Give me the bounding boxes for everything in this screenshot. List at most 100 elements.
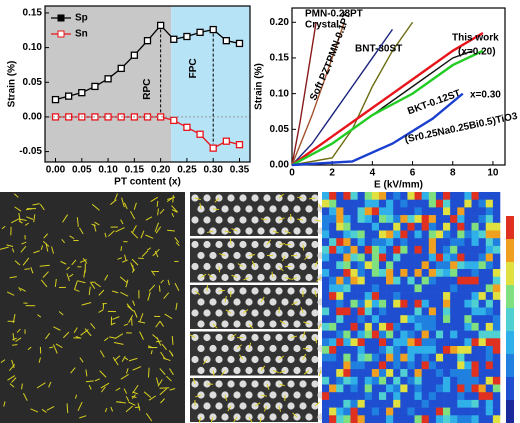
cell (400, 315, 408, 324)
point (222, 137, 230, 145)
cell (471, 199, 479, 208)
arrow (115, 227, 125, 233)
cell (364, 307, 373, 316)
cell (478, 292, 487, 301)
cell (457, 299, 465, 308)
cell (336, 384, 344, 393)
cell (478, 299, 487, 308)
cell (371, 415, 380, 423)
arrow (194, 290, 201, 296)
cell (464, 230, 472, 239)
cell (443, 207, 451, 216)
arrow (66, 273, 70, 282)
cell (350, 353, 358, 362)
x-tick-label: 6 (410, 168, 416, 179)
y-tick-label: 0.15 (23, 8, 43, 19)
cell (393, 261, 401, 270)
atom (203, 240, 211, 249)
arrow (168, 350, 174, 356)
cell (371, 315, 380, 324)
cell (350, 399, 358, 408)
cell (364, 207, 373, 216)
cell (485, 276, 494, 285)
cell (421, 415, 430, 423)
arrow (10, 217, 20, 224)
atom (221, 413, 229, 421)
arrow (75, 335, 82, 339)
cell (400, 292, 408, 301)
cell (492, 369, 501, 378)
cell (435, 407, 444, 416)
cell (322, 346, 330, 354)
arrow (18, 220, 23, 224)
point (91, 82, 99, 91)
arrow (200, 273, 207, 278)
cell (400, 238, 408, 247)
cell (471, 207, 479, 216)
cell (435, 315, 444, 324)
x-tick-label: 0.05 (72, 165, 92, 176)
arrow (6, 244, 14, 248)
cell (457, 215, 465, 224)
cell (478, 315, 487, 324)
atom (281, 413, 289, 421)
cell (336, 376, 344, 385)
cell (471, 192, 479, 200)
arrow (192, 378, 196, 385)
arrow (167, 196, 176, 200)
arrow (114, 193, 118, 201)
cell (428, 392, 437, 401)
cell (407, 238, 415, 247)
cell (450, 207, 458, 216)
cell (371, 361, 380, 370)
atom (257, 320, 265, 328)
arrow (74, 281, 78, 290)
cell (485, 253, 494, 262)
atom (311, 240, 319, 249)
arrow (157, 379, 163, 387)
cell (414, 292, 422, 301)
arrow (167, 279, 170, 286)
x-tick-label: 0.25 (177, 165, 197, 176)
cell (322, 369, 330, 378)
cell (336, 284, 344, 293)
cell (492, 399, 501, 408)
atom (269, 391, 277, 399)
cell (343, 261, 351, 270)
atom (233, 391, 241, 399)
point (222, 37, 230, 45)
cell (428, 384, 437, 393)
arrow (94, 378, 101, 382)
cell (378, 222, 387, 231)
atom (215, 380, 223, 388)
cell (336, 353, 344, 362)
arrow (303, 321, 310, 325)
cell (350, 361, 358, 370)
cell (350, 192, 358, 200)
atom (233, 366, 241, 375)
arrow (271, 271, 274, 278)
cell (464, 276, 472, 285)
y-tick-label: 0.05 (270, 124, 290, 135)
arrow (207, 230, 214, 234)
cell (435, 292, 444, 301)
point (235, 141, 244, 149)
cell (492, 245, 501, 254)
arrow (174, 237, 180, 243)
cell (393, 230, 401, 239)
cell (386, 392, 394, 401)
arrow (128, 401, 136, 406)
atom (263, 309, 271, 317)
legend-marker (57, 14, 65, 22)
atom (251, 380, 259, 388)
atom (263, 355, 271, 364)
cell (435, 399, 444, 408)
cell (443, 253, 451, 262)
cell (350, 245, 358, 254)
cell (485, 322, 494, 331)
cell (443, 322, 451, 331)
arrow (160, 398, 165, 404)
cell (364, 392, 373, 401)
cell (378, 384, 387, 393)
colorbar (506, 216, 514, 239)
